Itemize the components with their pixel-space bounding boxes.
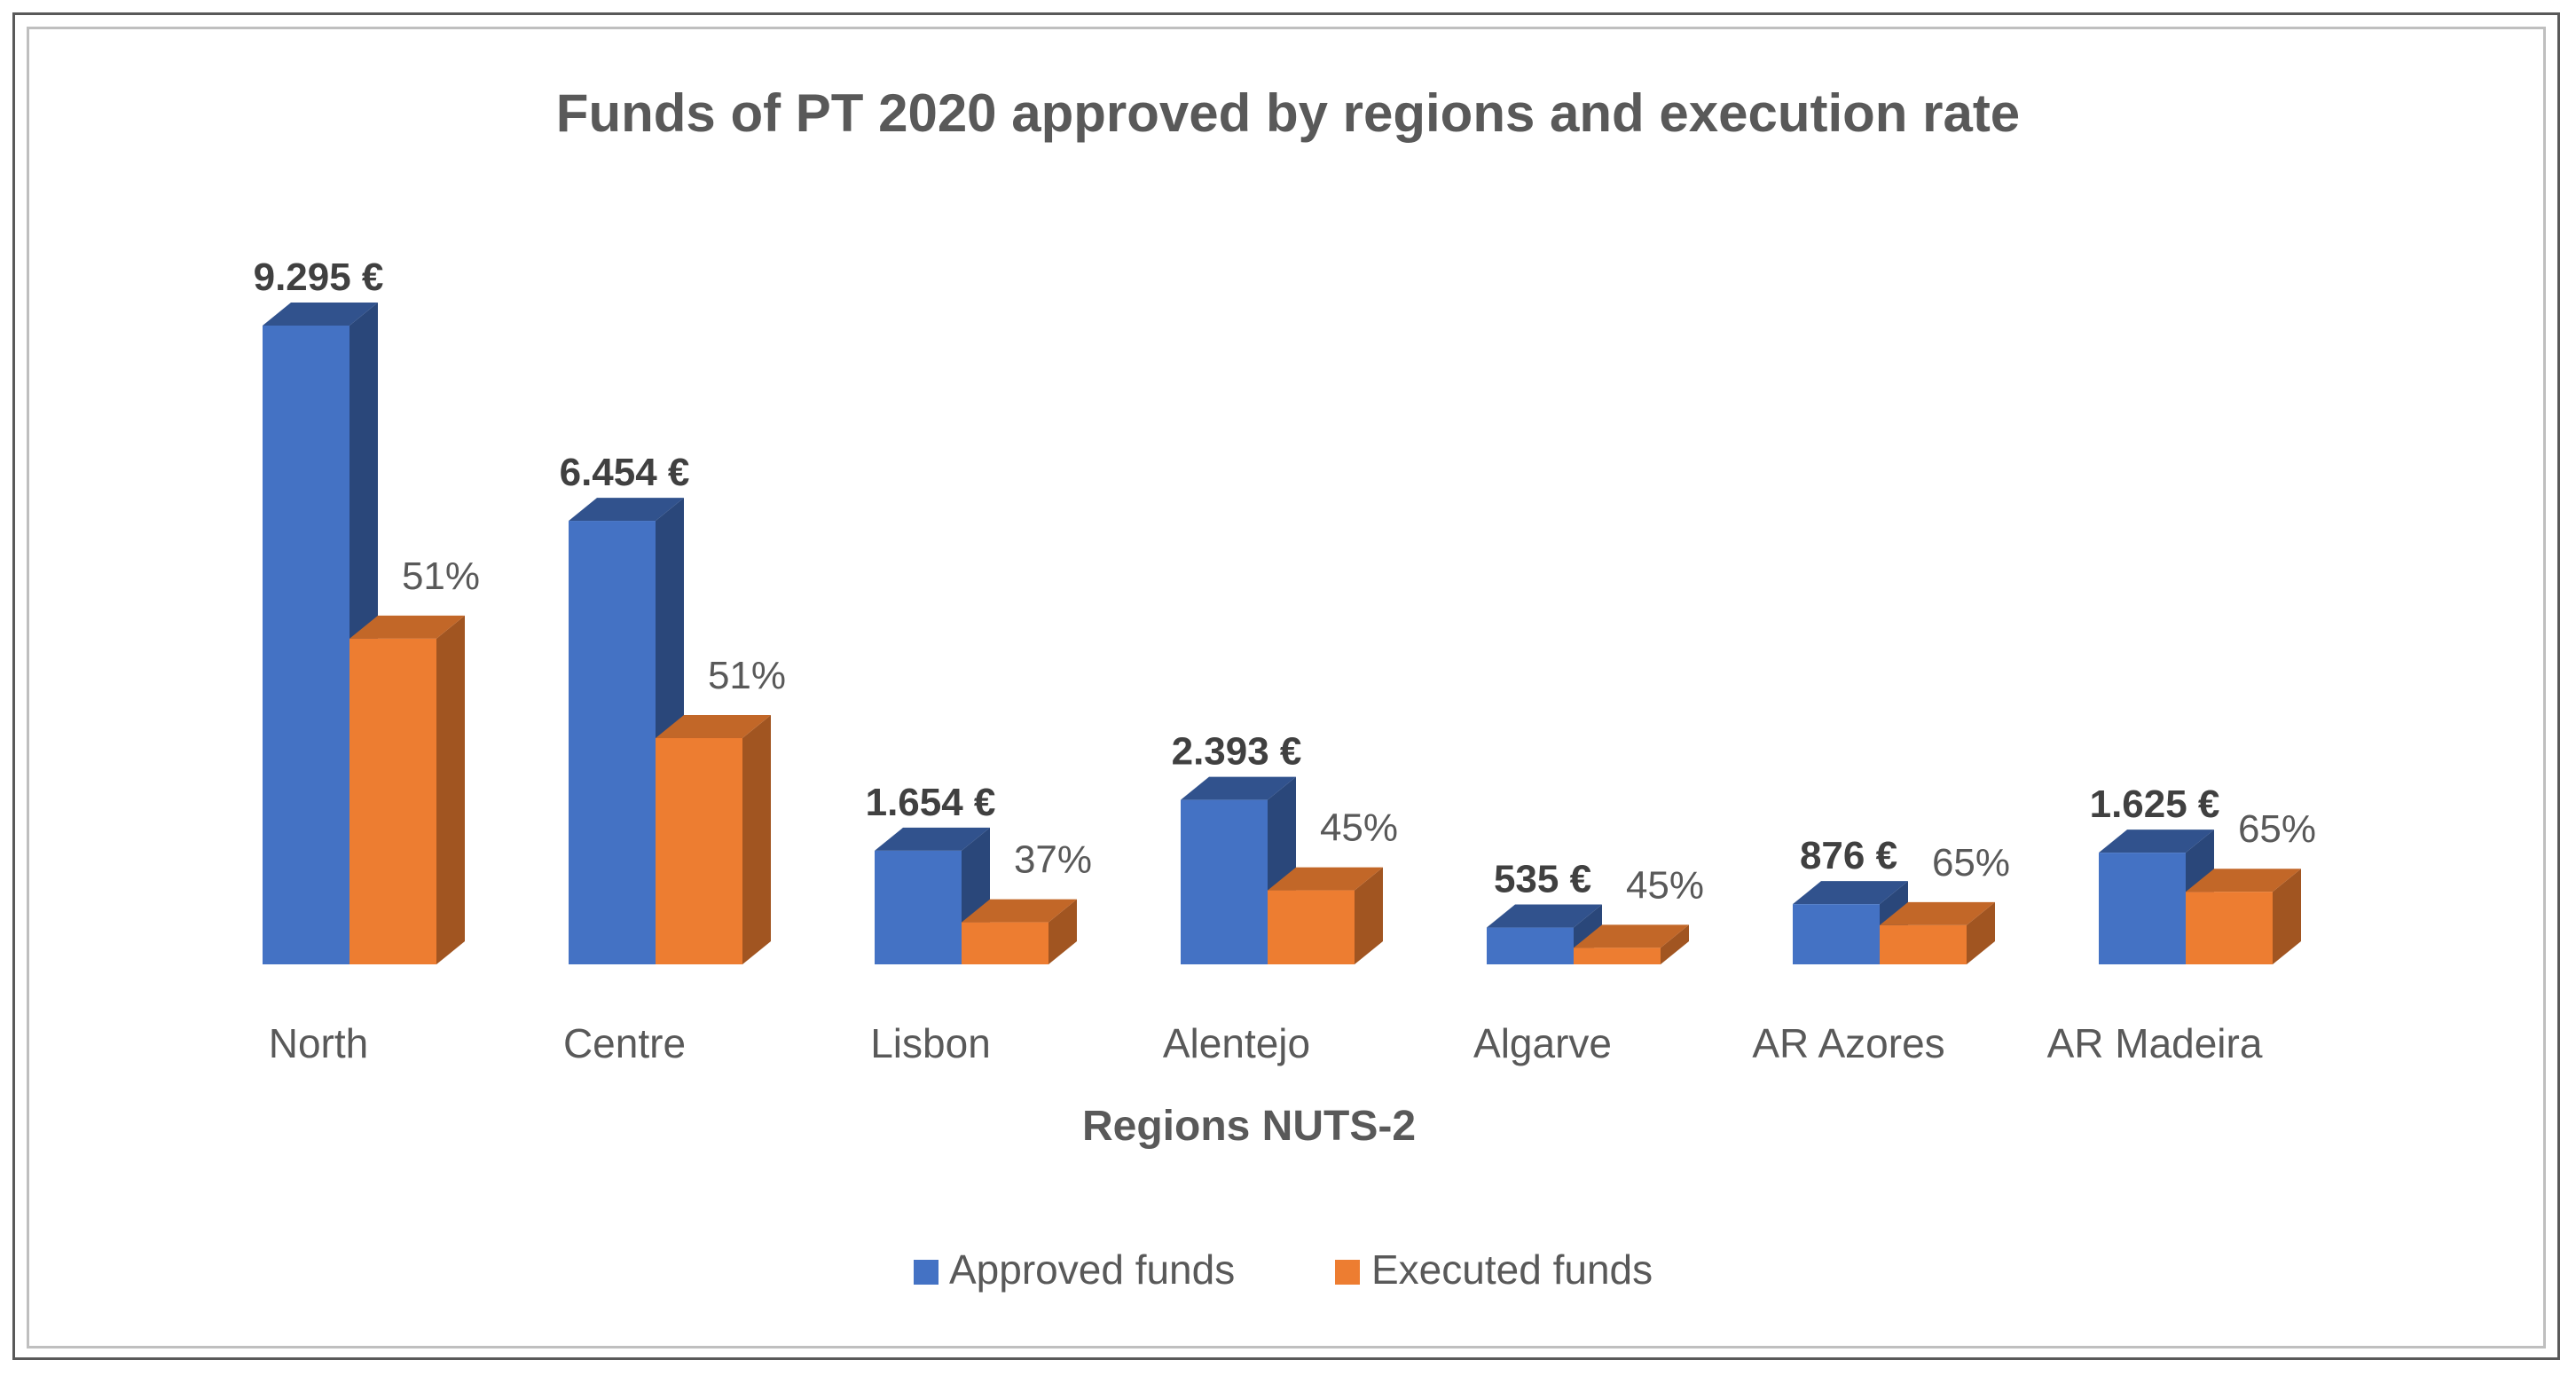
executed-rate-label-lisbon: 37% — [1014, 838, 1092, 882]
category-label-alentejo: Alentejo — [1163, 1020, 1310, 1066]
bar-executed-centre — [656, 714, 771, 964]
approved-value-label-north: 9.295 € — [254, 256, 384, 299]
approved-value-label-ar-azores: 876 € — [1800, 834, 1897, 877]
legend-swatch-executed — [1335, 1260, 1360, 1285]
legend-swatch-approved — [914, 1260, 939, 1285]
legend: Approved funds Executed funds — [914, 1246, 1653, 1293]
bar-executed-alentejo — [1268, 867, 1383, 964]
bar-approved-lisbon — [875, 827, 990, 964]
category-label-ar-madeira: AR Madeira — [2047, 1020, 2263, 1066]
category-label-lisbon: Lisbon — [870, 1020, 991, 1066]
chart-title: Funds of PT 2020 approved by regions and… — [556, 83, 2020, 143]
approved-value-label-algarve: 535 € — [1494, 858, 1591, 901]
legend-label-approved: Approved funds — [949, 1246, 1235, 1293]
bar-executed-north — [349, 615, 465, 964]
category-label-centre: Centre — [563, 1020, 686, 1066]
executed-rate-label-ar-madeira: 65% — [2238, 807, 2316, 851]
x-axis-title: Regions NUTS-2 — [1082, 1103, 1416, 1150]
bar-executed-algarve — [1574, 924, 1689, 964]
approved-value-label-alentejo: 2.393 € — [1172, 730, 1302, 774]
legend-label-executed: Executed funds — [1371, 1246, 1653, 1293]
category-label-algarve: Algarve — [1473, 1020, 1612, 1066]
category-label-north: North — [269, 1020, 368, 1066]
bar-executed-ar-madeira — [2186, 869, 2301, 964]
bar-executed-ar-azores — [1880, 901, 1995, 964]
category-label-ar-azores: AR Azores — [1752, 1020, 1944, 1066]
labels-group: 9.295 € 51% North 6.454 € 51% Centre 1.654 € 37… — [254, 256, 2316, 1066]
approved-value-label-ar-madeira: 1.625 € — [2090, 782, 2220, 826]
executed-rate-label-north: 51% — [402, 554, 480, 598]
executed-rate-label-alentejo: 45% — [1320, 806, 1398, 850]
bars-group — [263, 303, 2301, 964]
executed-rate-label-ar-azores: 65% — [1932, 841, 2010, 885]
bar-executed-lisbon — [962, 899, 1077, 964]
executed-rate-label-centre: 51% — [708, 654, 786, 697]
approved-value-label-centre: 6.454 € — [560, 451, 690, 494]
executed-rate-label-algarve: 45% — [1626, 863, 1704, 907]
approved-value-label-lisbon: 1.654 € — [866, 781, 996, 824]
